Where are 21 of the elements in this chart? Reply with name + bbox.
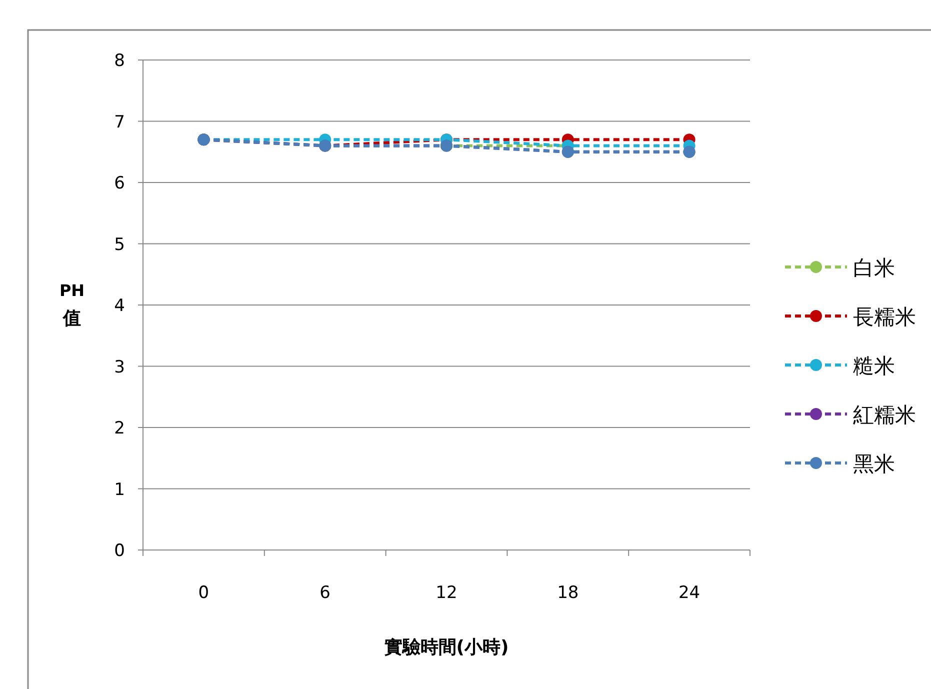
y-tick-label: 7 [114, 112, 125, 132]
y-tick-label: 0 [114, 541, 125, 561]
x-tick-label: 6 [320, 583, 331, 603]
legend-label: 糙米 [853, 354, 895, 378]
legend-label: 長糯米 [853, 305, 916, 329]
x-tick-label: 18 [557, 583, 579, 603]
x-tick-label: 24 [678, 583, 700, 603]
legend-label: 黑米 [853, 452, 895, 476]
legend-label: 紅糯米 [853, 403, 916, 427]
y-tick-label: 1 [114, 480, 125, 500]
x-tick-label: 12 [436, 583, 458, 603]
y-tick-label: 8 [114, 51, 125, 71]
y-tick-label: 4 [114, 296, 125, 316]
y-tick-label: 6 [114, 174, 125, 194]
y-axis-title: PH值 [59, 281, 85, 329]
y-tick-label: 3 [114, 357, 125, 378]
y-tick-label: 2 [114, 418, 125, 438]
legend-label: 白米 [853, 256, 895, 280]
x-axis-title: 實驗時間(小時) [384, 637, 509, 658]
x-tick-label: 0 [198, 583, 210, 603]
y-tick-label: 5 [114, 234, 125, 255]
